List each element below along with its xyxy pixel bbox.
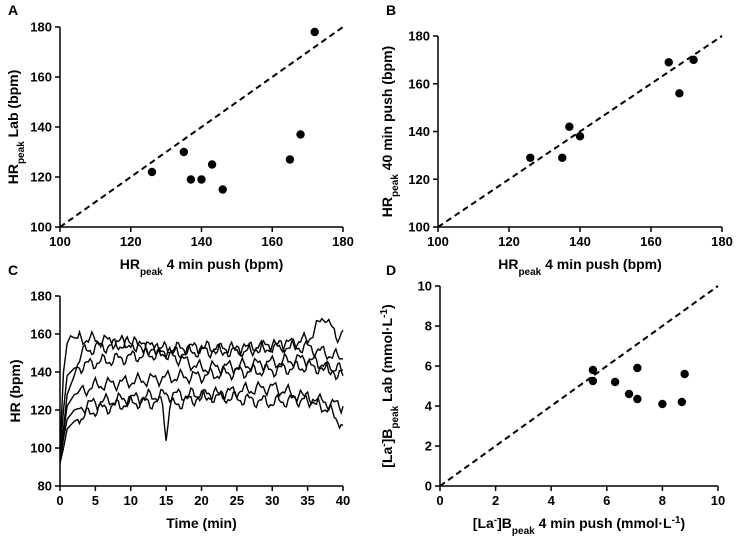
x-tick-label: 4 xyxy=(548,493,556,508)
identity-line xyxy=(59,26,344,228)
x-tick-label: 140 xyxy=(191,234,213,249)
hr-trace-s5 xyxy=(59,386,344,462)
x-tick-label: 30 xyxy=(265,493,279,508)
panel-d: 0 2 4 6 8 10 0 2 4 6 8 10 D [La-]Bpeak 4 min push (mm… xyxy=(379,262,726,537)
x-axis-label: HRpeak 4 min push (bpm) xyxy=(498,256,662,278)
x-tick-label: 15 xyxy=(159,493,173,508)
panel-c: 0 5 10 15 20 25 30 35 40 80 100 120 140 160 180 C Time (… xyxy=(7,262,350,531)
x-tick-label: 25 xyxy=(230,493,244,508)
data-point xyxy=(179,147,189,157)
identity-line xyxy=(437,35,723,228)
data-point xyxy=(664,58,673,67)
y-tick-label: 120 xyxy=(30,170,52,185)
y-axis-label: [La-]Bpeak Lab (mmol·L-1) xyxy=(379,304,401,467)
y-axis-label: HRpeak 40 min push (bpm) xyxy=(379,46,401,217)
data-point xyxy=(285,155,295,164)
data-point xyxy=(218,185,227,194)
panel-letter: D xyxy=(386,262,396,278)
y-tick-label: 6 xyxy=(425,359,432,374)
x-tick-label: 120 xyxy=(120,234,142,249)
hr-trace-s3 xyxy=(59,335,344,458)
y-tick-label: 100 xyxy=(30,220,52,235)
x-tick-label: 100 xyxy=(49,234,71,249)
data-point xyxy=(633,394,642,404)
y-tick-label: 160 xyxy=(408,76,430,91)
y-tick-label: 140 xyxy=(408,124,430,139)
x-tick-label: 40 xyxy=(336,493,350,508)
y-tick-label: 8 xyxy=(425,319,432,334)
y-tick-label: 0 xyxy=(425,479,432,494)
panel-a: 100 120 140 160 180 100 120 140 160 180 A HRpeak 4 … xyxy=(5,2,354,278)
x-tick-label: 20 xyxy=(194,493,208,508)
panel-letter: B xyxy=(386,2,396,18)
x-tick-label: 6 xyxy=(603,493,610,508)
data-point xyxy=(558,153,567,162)
data-point xyxy=(296,130,305,139)
y-tick-label: 80 xyxy=(38,479,52,494)
data-point xyxy=(147,167,157,177)
y-axis-label: HRpeak Lab (bpm) xyxy=(5,70,27,185)
y-tick-label: 10 xyxy=(418,279,432,294)
y-tick-label: 180 xyxy=(30,20,52,35)
x-tick-label: 10 xyxy=(124,493,138,508)
y-tick-label: 2 xyxy=(425,439,432,454)
y-tick-label: 140 xyxy=(30,365,52,380)
data-point xyxy=(197,175,206,184)
data-point xyxy=(624,389,634,399)
data-point xyxy=(689,55,698,65)
y-tick-label: 120 xyxy=(408,172,430,187)
y-tick-label: 140 xyxy=(30,120,52,135)
data-point xyxy=(610,377,620,387)
x-tick-label: 160 xyxy=(261,234,283,249)
x-tick-label: 0 xyxy=(56,493,63,508)
y-tick-label: 4 xyxy=(425,399,433,414)
x-axis-label: HRpeak 4 min push (bpm) xyxy=(120,256,284,278)
hr-trace-s6 xyxy=(59,380,344,464)
x-tick-label: 10 xyxy=(711,493,725,508)
x-tick-label: 100 xyxy=(427,234,449,249)
y-tick-label: 160 xyxy=(30,70,52,85)
data-point xyxy=(310,27,319,37)
data-point xyxy=(588,365,598,375)
x-tick-label: 160 xyxy=(640,234,662,249)
identity-line xyxy=(439,285,719,487)
x-axis-label: Time (min) xyxy=(166,515,237,531)
data-point xyxy=(658,399,667,409)
data-point xyxy=(526,153,535,162)
y-tick-label: 100 xyxy=(408,220,430,235)
y-axis-label: HR (bpm) xyxy=(7,360,23,423)
y-tick-label: 180 xyxy=(408,29,430,44)
panel-b: 100 120 140 160 180 100 120 140 160 180 B HRpeak 4 … xyxy=(379,2,733,278)
x-tick-label: 180 xyxy=(711,234,733,249)
data-point xyxy=(633,363,642,373)
x-tick-label: 35 xyxy=(300,493,314,508)
data-point xyxy=(565,122,574,131)
x-tick-label: 2 xyxy=(492,493,499,508)
data-point xyxy=(677,397,687,407)
data-point xyxy=(675,89,684,98)
x-tick-label: 0 xyxy=(436,493,443,508)
x-tick-label: 180 xyxy=(332,234,354,249)
data-point xyxy=(680,369,689,379)
panel-letter: C xyxy=(8,262,18,278)
data-point xyxy=(588,376,598,386)
x-tick-label: 8 xyxy=(659,493,666,508)
panel-letter: A xyxy=(8,2,18,18)
y-tick-label: 180 xyxy=(30,289,52,304)
y-tick-label: 160 xyxy=(30,327,52,342)
x-tick-label: 120 xyxy=(498,234,520,249)
data-point xyxy=(575,132,585,141)
x-tick-label: 5 xyxy=(92,493,99,508)
x-tick-label: 140 xyxy=(569,234,591,249)
y-tick-label: 100 xyxy=(30,441,52,456)
x-axis-label: [La-]Bpeak 4 min push (mmol·L-1) xyxy=(473,515,685,537)
data-point xyxy=(207,160,217,169)
data-point xyxy=(186,175,196,184)
y-tick-label: 120 xyxy=(30,403,52,418)
hr-trace-s4 xyxy=(59,359,344,456)
hr-trace-s2 xyxy=(59,317,344,452)
